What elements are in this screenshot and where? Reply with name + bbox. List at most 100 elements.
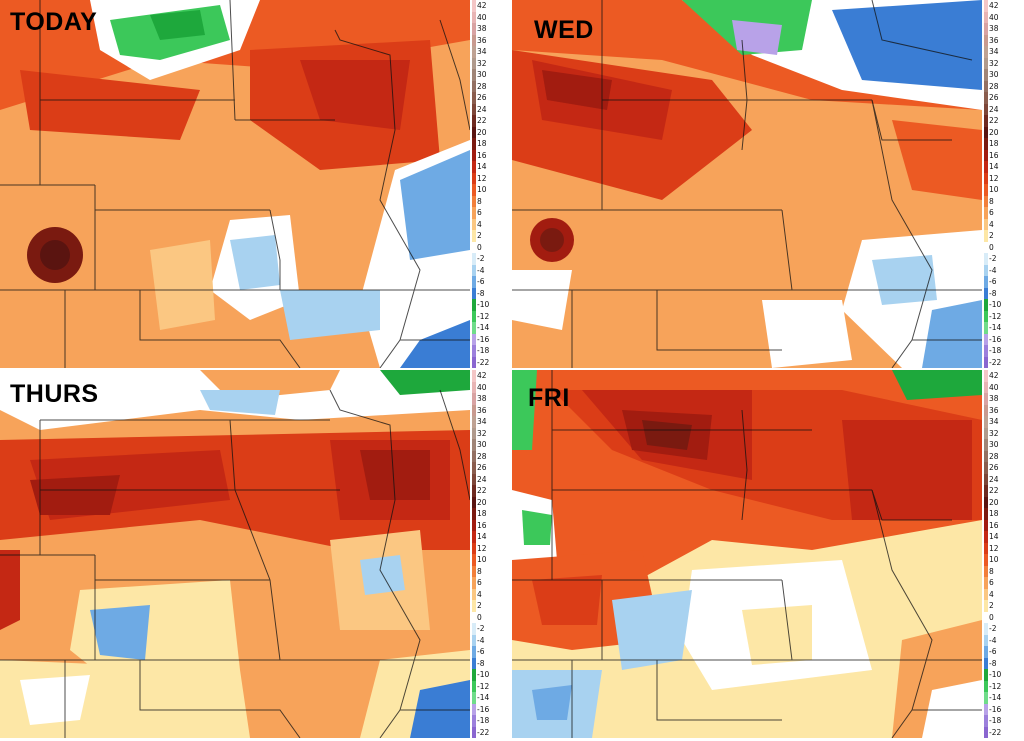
colorbar-swatch <box>472 600 476 612</box>
colorbar-swatch <box>984 450 988 463</box>
colorbar-tick-label: 6 <box>477 208 482 217</box>
colorbar-tick-label: 4 <box>477 219 482 229</box>
colorbar-swatch <box>472 195 476 208</box>
colorbar-swatch <box>472 726 476 738</box>
colorbar-swatch <box>984 92 988 104</box>
colorbar-tick-label: 26 <box>477 463 487 472</box>
colorbar-tick-label: 42 <box>477 1 487 10</box>
colorbar-swatch <box>984 715 988 727</box>
colorbar-swatch <box>984 427 988 440</box>
colorbar-swatch <box>984 34 988 47</box>
colorbar-tick-label: -22 <box>477 727 490 737</box>
colorbar-swatch <box>472 554 476 566</box>
day-label: FRI <box>528 384 570 412</box>
colorbar-swatch <box>984 333 988 346</box>
colorbar-swatch <box>472 404 476 417</box>
colorbar-tick-label: -14 <box>989 693 1002 702</box>
colorbar-tick-label: 8 <box>477 196 482 206</box>
colorbar-tick-label: 40 <box>989 382 999 392</box>
colorbar-swatch <box>472 34 476 47</box>
colorbar-swatch <box>984 439 988 451</box>
colorbar-tick-label: 36 <box>989 35 999 45</box>
colorbar-swatch <box>984 207 988 219</box>
colorbar-swatch <box>984 218 988 231</box>
map-panel-wed: WED 42 40 38 36 34 32 30 28 26 24 22 20 18 16 14 12 10 8 6… <box>512 0 1002 368</box>
colorbar-tick-label: 20 <box>477 497 487 507</box>
colorbar-tick-label: 42 <box>989 371 999 380</box>
colorbar-tick-label: 0 <box>989 612 994 622</box>
colorbar-swatch <box>984 46 988 58</box>
colorbar-swatch <box>472 703 476 716</box>
colorbar-tick-label: 34 <box>989 417 999 426</box>
colorbar-swatch <box>984 393 988 405</box>
colorbar-tick-label: 14 <box>989 162 999 171</box>
colorbar-tick-label: 34 <box>477 47 487 56</box>
colorbar-swatch <box>472 287 476 300</box>
colorbar-tick-label: 26 <box>989 93 999 102</box>
colorbar-swatch <box>984 646 988 658</box>
colorbar-tick-label: -4 <box>477 265 485 275</box>
colorbar-swatch <box>984 149 988 162</box>
colorbar-swatch <box>472 588 476 601</box>
colorbar-tick-label: 2 <box>989 601 994 610</box>
colorbar-tick-label: 24 <box>477 104 487 114</box>
colorbar-tick-label: 8 <box>989 196 994 206</box>
colorbar-tick-label: 40 <box>477 382 487 392</box>
colorbar-swatch <box>472 230 476 242</box>
colorbar-tick-label: -22 <box>989 357 1002 367</box>
colorbar-swatch <box>472 0 476 12</box>
anomaly-map-wed <box>512 0 982 368</box>
colorbar-tick-label: -2 <box>477 254 485 263</box>
colorbar-tick-label: 2 <box>989 231 994 240</box>
colorbar-swatch <box>472 473 476 486</box>
colorbar-tick-label: 20 <box>989 497 999 507</box>
colorbar-tick-label: -16 <box>477 334 490 344</box>
colorbar-swatch <box>984 496 988 509</box>
colorbar-swatch <box>984 126 988 139</box>
colorbar-swatch <box>984 692 988 704</box>
colorbar-swatch <box>472 427 476 440</box>
colorbar-swatch <box>472 115 476 127</box>
colorbar-tick-label: 18 <box>477 139 487 148</box>
colorbar-tick-label: -14 <box>477 323 490 332</box>
anomaly-map-today <box>0 0 470 368</box>
colorbar-tick-label: 22 <box>477 116 487 125</box>
colorbar-swatch <box>472 276 476 288</box>
colorbar-swatch <box>472 299 476 311</box>
colorbar-tick-label: 4 <box>989 589 994 599</box>
colorbar-tick-label: 34 <box>989 47 999 56</box>
colorbar-tick-label: 2 <box>477 601 482 610</box>
colorbar-tick-label: -18 <box>989 716 1002 725</box>
colorbar-tick-label: 4 <box>989 219 994 229</box>
colorbar-tick-label: 38 <box>477 394 487 403</box>
colorbar-tick-label: 14 <box>477 532 487 541</box>
colorbar-legend: 42 40 38 36 34 32 30 28 26 24 22 20 18 16 14 12 10 8 6 4 2 0-… <box>984 370 1002 738</box>
colorbar-swatch <box>472 57 476 70</box>
colorbar-swatch <box>984 11 988 24</box>
colorbar-tick-label: 24 <box>989 104 999 114</box>
colorbar-tick-label: -12 <box>477 311 490 321</box>
colorbar-swatch <box>472 138 476 150</box>
colorbar-tick-label: -6 <box>477 647 485 656</box>
colorbar-tick-label: -4 <box>989 635 997 645</box>
colorbar-tick-label: 28 <box>989 81 999 91</box>
colorbar-tick-label: -14 <box>989 323 1002 332</box>
colorbar-swatch <box>984 703 988 716</box>
colorbar-tick-label: 42 <box>989 1 999 10</box>
colorbar-swatch <box>472 264 476 277</box>
colorbar-swatch <box>984 370 988 382</box>
colorbar-swatch <box>472 218 476 231</box>
colorbar-tick-label: -22 <box>989 727 1002 737</box>
colorbar-tick-label: -2 <box>989 624 997 633</box>
colorbar-swatch <box>984 310 988 323</box>
colorbar-swatch <box>984 23 988 35</box>
colorbar-tick-label: 36 <box>477 35 487 45</box>
colorbar-tick-label: -2 <box>477 624 485 633</box>
colorbar-tick-label: 36 <box>477 405 487 415</box>
colorbar-swatch <box>472 577 476 589</box>
colorbar-tick-label: 26 <box>989 463 999 472</box>
colorbar-tick-label: 30 <box>989 70 999 79</box>
colorbar-swatch <box>472 207 476 219</box>
colorbar-tick-label: 12 <box>477 173 487 183</box>
colorbar-swatch <box>472 565 476 578</box>
